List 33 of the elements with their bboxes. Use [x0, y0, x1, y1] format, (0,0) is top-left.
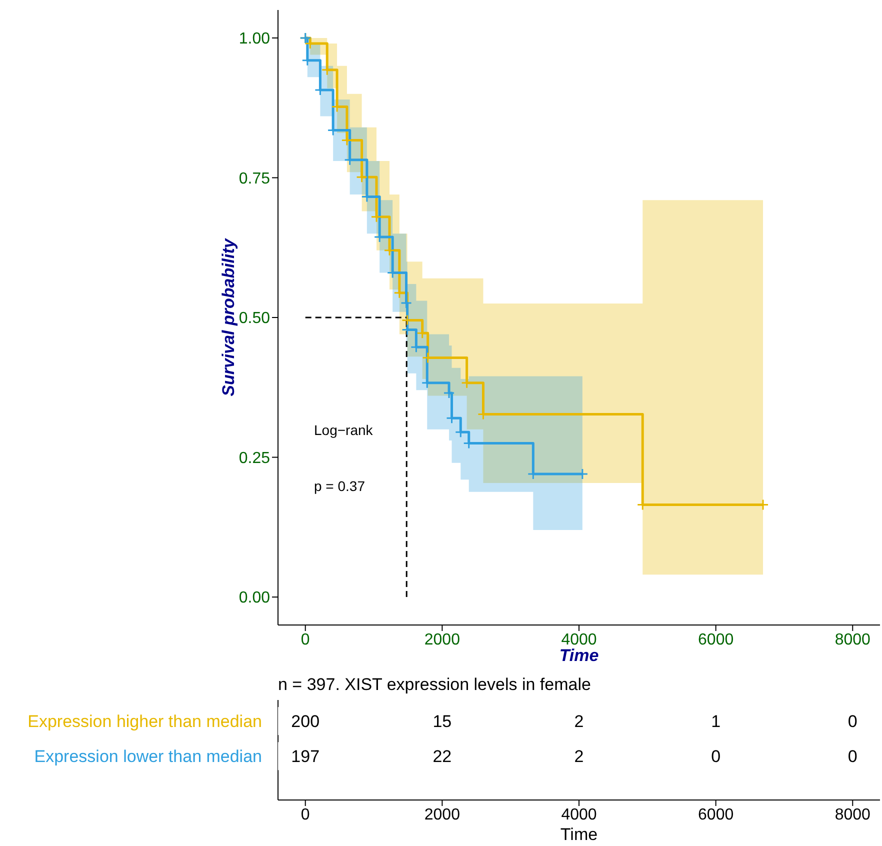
chart-title: n = 397. XIST expression levels in female — [278, 675, 591, 695]
data-label: 200 — [291, 712, 320, 732]
x-tick-label: 0 — [300, 631, 310, 648]
data-label: 22 — [432, 747, 452, 766]
data-label: 2 — [574, 747, 584, 766]
y-tick-label: Expression lower than median — [34, 747, 262, 766]
y-tick-label: Expression higher than median — [28, 712, 262, 732]
x-tick-label: 6000 — [698, 806, 734, 824]
x-tick-label: 2000 — [424, 631, 460, 648]
annotation: Log−rank — [314, 422, 373, 438]
y-tick-label: 1.00 — [238, 30, 270, 48]
y-tick-label: 0.00 — [238, 590, 270, 607]
data-label: 2 — [574, 712, 584, 732]
y-tick-label: 0.25 — [238, 450, 270, 467]
y-tick-label: 0.50 — [238, 310, 270, 328]
x-tick-label: 8000 — [834, 806, 871, 824]
data-label: 0 — [848, 747, 858, 766]
annotation: p = 0.37 — [314, 478, 365, 494]
y-tick-label: 0.75 — [238, 170, 270, 188]
data-label: 0 — [711, 747, 721, 766]
x-tick-label: 8000 — [834, 631, 871, 648]
x-axis-title: Time — [560, 825, 598, 844]
data-label: 1 — [711, 712, 721, 732]
x-tick-label: 6000 — [698, 631, 734, 648]
x-tick-label: 0 — [300, 806, 310, 824]
data-label: 197 — [291, 747, 320, 766]
x-tick-label: 2000 — [424, 806, 460, 824]
x-tick-label: 4000 — [561, 631, 597, 648]
data-label: 15 — [432, 712, 452, 732]
y-axis-title: Survival probability — [219, 237, 238, 396]
data-label: 0 — [848, 712, 858, 732]
x-tick-label: 4000 — [561, 806, 597, 824]
x-axis-title: Time — [559, 646, 599, 666]
